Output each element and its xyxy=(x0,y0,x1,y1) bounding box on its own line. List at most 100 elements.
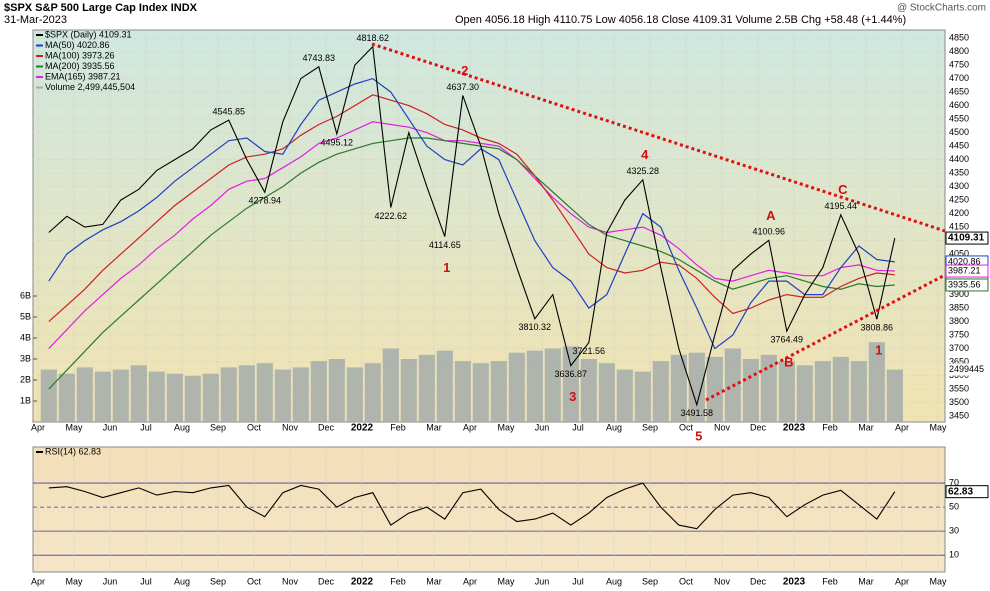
y-tick-label: 4050 xyxy=(949,248,969,258)
x-tick-label: Sep xyxy=(210,422,226,432)
x-tick-label: Apr xyxy=(31,422,45,432)
volume-bar xyxy=(148,371,165,422)
y-tick-label: 4400 xyxy=(949,154,969,164)
x-tick-label: Oct xyxy=(247,422,262,432)
y-tick-label: 3800 xyxy=(949,316,969,326)
series-line xyxy=(48,482,896,530)
y2-tick-label: 4B xyxy=(20,332,31,342)
x-tick-label: Jul xyxy=(572,422,584,432)
x-tick-label: May xyxy=(497,576,515,586)
wave-label: 1 xyxy=(443,260,450,275)
value-tag: 3935.56 xyxy=(948,279,981,289)
volume-bar xyxy=(760,354,777,422)
volume-bar xyxy=(310,361,327,422)
x-tick-label: Jul xyxy=(572,576,584,586)
wave-label: C xyxy=(838,182,848,197)
y-tick-label: 4150 xyxy=(949,221,969,231)
series-line xyxy=(48,77,895,350)
legend-entry: EMA(165) 3987.21 xyxy=(45,71,121,81)
data-label: 4278.94 xyxy=(249,196,282,206)
y-tick-label: 4200 xyxy=(949,208,969,218)
volume-bar xyxy=(490,361,507,422)
x-tick-label: Apr xyxy=(31,576,45,586)
y2-tick-label: 6B xyxy=(20,290,31,300)
volume-bar xyxy=(130,365,147,422)
volume-bar xyxy=(526,350,543,422)
volume-bar xyxy=(508,352,525,422)
x-tick-label: May xyxy=(929,576,947,586)
y-tick-label: 3650 xyxy=(949,356,969,366)
data-label: 4114.65 xyxy=(429,240,461,250)
x-tick-label: Apr xyxy=(895,422,909,432)
volume-bar xyxy=(472,363,489,422)
x-tick-label: Jun xyxy=(103,422,118,432)
volume-bar xyxy=(292,367,309,422)
volume-bar xyxy=(706,356,723,422)
x-tick-label: May xyxy=(65,422,83,432)
y-tick-label: 4300 xyxy=(949,181,969,191)
wave-label: A xyxy=(766,208,776,223)
volume-bar xyxy=(670,354,687,422)
x-tick-label: Nov xyxy=(714,576,731,586)
x-tick-label: Apr xyxy=(895,576,909,586)
y2-tick-label: 2B xyxy=(20,374,31,384)
data-label: 4222.62 xyxy=(375,211,408,221)
x-tick-label: Feb xyxy=(822,576,838,586)
volume-bar xyxy=(220,367,237,422)
volume-bar xyxy=(886,369,903,422)
series-line xyxy=(48,94,895,323)
volume-bar xyxy=(418,354,435,422)
y-tick-label: 3500 xyxy=(949,397,969,407)
data-label: 4545.85 xyxy=(213,107,246,117)
x-tick-label: Sep xyxy=(642,422,658,432)
value-tag: 62.83 xyxy=(948,486,973,497)
x-tick-label: 2022 xyxy=(351,577,374,588)
y-tick-label: 50 xyxy=(949,501,959,511)
value-tag: 4109.31 xyxy=(948,233,985,244)
legend-entry: RSI(14) 62.83 xyxy=(45,446,101,456)
value-tag-box xyxy=(945,278,989,292)
volume-bar xyxy=(634,371,651,422)
x-tick-label: Dec xyxy=(318,422,335,432)
legend-entry: MA(50) 4020.86 xyxy=(45,40,110,50)
data-label: 3721.56 xyxy=(573,346,606,356)
volume-bar xyxy=(454,361,471,422)
volume-tag: 2499445 xyxy=(949,364,984,374)
volume-bar xyxy=(76,367,93,422)
wave-label: 1 xyxy=(875,343,882,358)
x-tick-label: Jul xyxy=(140,422,152,432)
rsi-panel xyxy=(32,446,946,573)
volume-bar xyxy=(94,371,111,422)
legend-entry: MA(100) 3973.26 xyxy=(45,50,115,60)
volume-bar xyxy=(112,369,129,422)
y-tick-label: 3450 xyxy=(949,410,969,420)
x-tick-label: Oct xyxy=(679,576,694,586)
x-tick-label: 2022 xyxy=(351,423,374,434)
subtitle: 31-Mar-2023 xyxy=(4,14,67,26)
data-label: 4325.28 xyxy=(627,166,660,176)
series-line xyxy=(48,137,895,390)
volume-bar xyxy=(778,361,795,422)
x-tick-label: Mar xyxy=(858,576,874,586)
y2-tick-label: 1B xyxy=(20,395,31,405)
y2-tick-label: 5B xyxy=(20,311,31,321)
volume-bar xyxy=(652,361,669,422)
y-tick-label: 4350 xyxy=(949,167,969,177)
y-tick-label: 30 xyxy=(949,526,959,536)
data-label: 4818.62 xyxy=(357,33,390,43)
volume-bar xyxy=(832,356,849,422)
volume-bar xyxy=(796,365,813,422)
value-tag-box xyxy=(945,264,989,278)
wave-label: 3 xyxy=(569,389,576,404)
value-tag: 4020.86 xyxy=(948,256,981,266)
x-tick-label: Oct xyxy=(679,422,694,432)
y-tick-label: 3700 xyxy=(949,343,969,353)
x-tick-label: Aug xyxy=(606,576,622,586)
wave-label: 2 xyxy=(461,63,468,78)
volume-bar xyxy=(166,373,183,422)
wave-label: 5 xyxy=(695,428,702,443)
title: $SPX S&P 500 Large Cap Index INDX xyxy=(4,2,198,14)
y-tick-label: 4850 xyxy=(949,32,969,42)
y-tick-label: 4800 xyxy=(949,46,969,56)
